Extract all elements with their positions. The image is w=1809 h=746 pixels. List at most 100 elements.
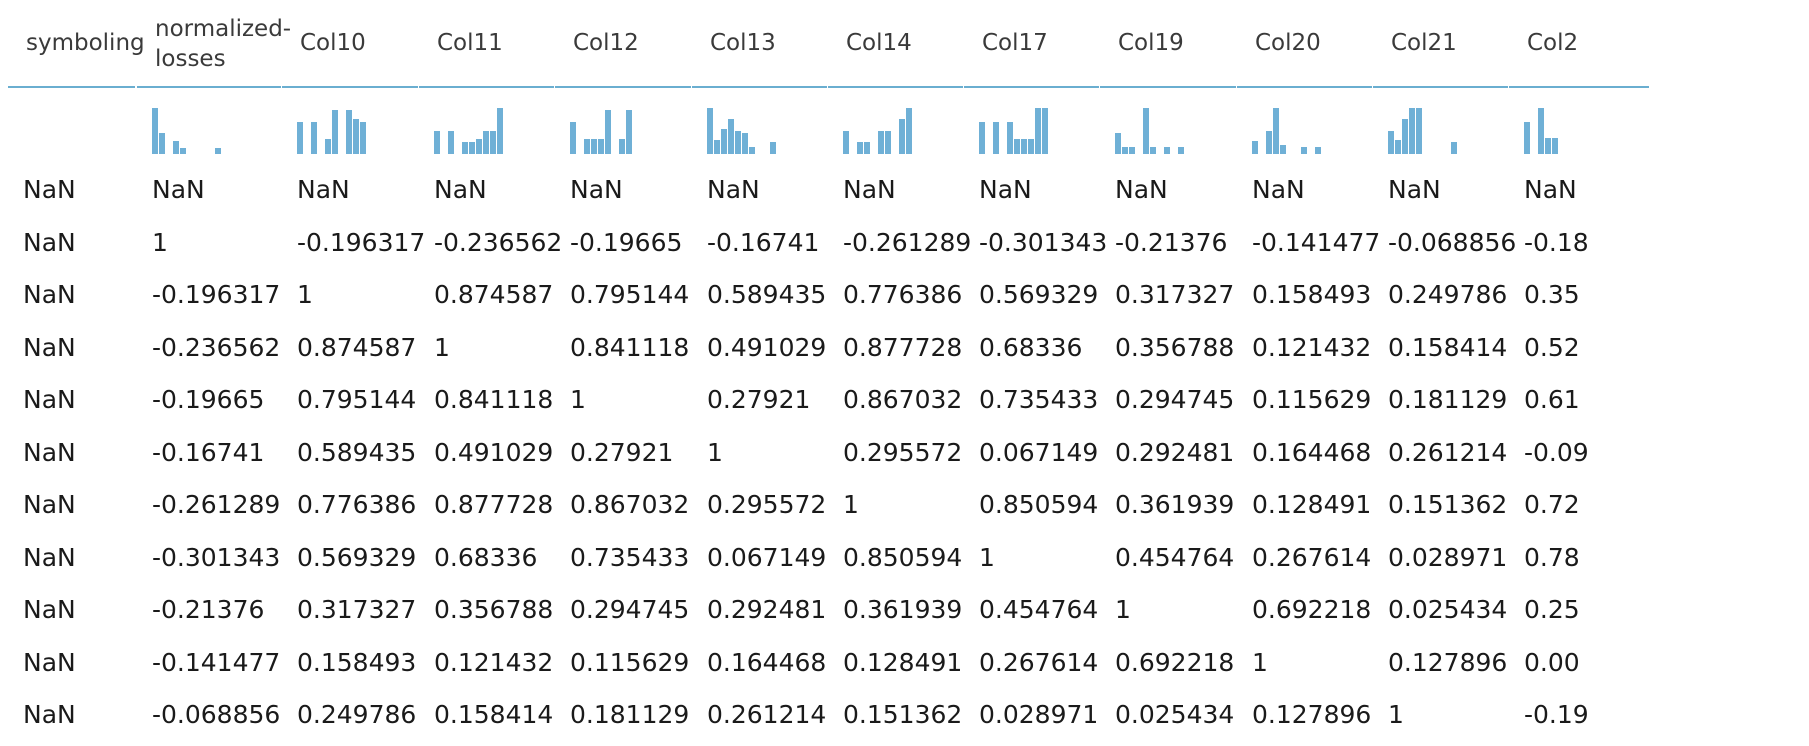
table-cell[interactable]: NaN xyxy=(23,333,76,362)
table-cell[interactable]: -0.141477 xyxy=(1252,228,1381,257)
column-header[interactable]: Col19 xyxy=(1100,0,1236,88)
table-cell[interactable]: 0.128491 xyxy=(843,648,963,677)
table-cell[interactable]: -0.301343 xyxy=(979,228,1108,257)
table-cell[interactable]: 0.356788 xyxy=(1115,333,1235,362)
table-cell[interactable]: 0.795144 xyxy=(297,385,417,414)
table-cell[interactable]: 0.569329 xyxy=(297,543,417,572)
table-cell[interactable]: -0.261289 xyxy=(152,490,281,519)
table-cell[interactable]: -0.141477 xyxy=(152,648,281,677)
table-cell[interactable]: 0.78 xyxy=(1524,543,1580,572)
table-cell[interactable]: NaN xyxy=(1115,175,1168,204)
table-cell[interactable]: 0.735433 xyxy=(979,385,1099,414)
table-cell[interactable]: 0.776386 xyxy=(297,490,417,519)
table-cell[interactable]: 0.776386 xyxy=(843,280,963,309)
table-cell[interactable]: 0.569329 xyxy=(979,280,1099,309)
table-cell[interactable]: 0.025434 xyxy=(1115,700,1235,729)
column-header[interactable]: Col21 xyxy=(1373,0,1508,88)
table-cell[interactable]: 0.25 xyxy=(1524,595,1580,624)
table-cell[interactable]: 0.067149 xyxy=(979,438,1099,467)
column-header[interactable]: Col13 xyxy=(692,0,827,88)
table-cell[interactable]: 0.261214 xyxy=(1388,438,1508,467)
table-cell[interactable]: 0.158414 xyxy=(434,700,554,729)
table-cell[interactable]: 0.68336 xyxy=(434,543,538,572)
table-cell[interactable]: 1 xyxy=(570,385,586,414)
table-cell[interactable]: 0.295572 xyxy=(707,490,827,519)
table-cell[interactable]: -0.16741 xyxy=(707,228,820,257)
table-cell[interactable]: 0.795144 xyxy=(570,280,690,309)
table-cell[interactable]: 1 xyxy=(1252,648,1268,677)
table-cell[interactable]: -0.196317 xyxy=(152,280,281,309)
column-header[interactable]: Col20 xyxy=(1237,0,1372,88)
table-cell[interactable]: 0.127896 xyxy=(1388,648,1508,677)
table-row[interactable]: NaN -0.19665 0.795144 0.841118 1 0.27921 0.867… xyxy=(0,374,1809,426)
table-cell[interactable]: 0.52 xyxy=(1524,333,1580,362)
table-cell[interactable]: 0.249786 xyxy=(297,700,417,729)
table-row[interactable]: NaN -0.16741 0.589435 0.491029 0.27921 1 0.295… xyxy=(0,427,1809,479)
table-cell[interactable]: NaN xyxy=(23,700,76,729)
table-cell[interactable]: 0.874587 xyxy=(297,333,417,362)
table-cell[interactable]: NaN xyxy=(297,175,350,204)
table-cell[interactable]: 1 xyxy=(152,228,168,257)
table-cell[interactable]: 0.692218 xyxy=(1115,648,1235,677)
table-cell[interactable]: 0.158493 xyxy=(297,648,417,677)
table-cell[interactable]: 0.128491 xyxy=(1252,490,1372,519)
table-cell[interactable]: 0.61 xyxy=(1524,385,1580,414)
table-cell[interactable]: 0.158493 xyxy=(1252,280,1372,309)
table-cell[interactable]: 0.35 xyxy=(1524,280,1580,309)
table-cell[interactable]: 0.361939 xyxy=(843,595,963,624)
table-cell[interactable]: 0.294745 xyxy=(1115,385,1235,414)
table-cell[interactable]: -0.21376 xyxy=(1115,228,1228,257)
table-cell[interactable]: NaN xyxy=(707,175,760,204)
table-cell[interactable]: 0.127896 xyxy=(1252,700,1372,729)
column-header[interactable]: Col12 xyxy=(555,0,691,88)
table-cell[interactable]: NaN xyxy=(23,648,76,677)
table-cell[interactable]: -0.18 xyxy=(1524,228,1589,257)
table-cell[interactable]: 0.249786 xyxy=(1388,280,1508,309)
table-cell[interactable]: NaN xyxy=(1524,175,1577,204)
table-cell[interactable]: -0.068856 xyxy=(152,700,281,729)
table-cell[interactable]: 0.151362 xyxy=(1388,490,1508,519)
column-header[interactable]: Col2 xyxy=(1509,0,1649,88)
table-cell[interactable]: 0.295572 xyxy=(843,438,963,467)
table-cell[interactable]: 0.067149 xyxy=(707,543,827,572)
table-cell[interactable]: 1 xyxy=(707,438,723,467)
table-cell[interactable]: -0.16741 xyxy=(152,438,265,467)
table-cell[interactable]: 0.850594 xyxy=(979,490,1099,519)
table-cell[interactable]: 0.317327 xyxy=(297,595,417,624)
table-cell[interactable]: 0.589435 xyxy=(707,280,827,309)
table-cell[interactable]: 0.261214 xyxy=(707,700,827,729)
table-cell[interactable]: -0.236562 xyxy=(152,333,281,362)
table-cell[interactable]: 0.589435 xyxy=(297,438,417,467)
table-cell[interactable]: NaN xyxy=(434,175,487,204)
table-cell[interactable]: NaN xyxy=(23,490,76,519)
table-cell[interactable]: 0.115629 xyxy=(570,648,690,677)
table-cell[interactable]: -0.196317 xyxy=(297,228,426,257)
table-cell[interactable]: 0.164468 xyxy=(707,648,827,677)
table-cell[interactable]: -0.19665 xyxy=(570,228,683,257)
table-cell[interactable]: 1 xyxy=(1115,595,1131,624)
table-cell[interactable]: 1 xyxy=(843,490,859,519)
table-row[interactable]: NaN 1 -0.196317 -0.236562 -0.19665 -0.16741 -0… xyxy=(0,217,1809,269)
table-cell[interactable]: 0.867032 xyxy=(570,490,690,519)
table-cell[interactable]: 0.294745 xyxy=(570,595,690,624)
table-cell[interactable]: 0.121432 xyxy=(434,648,554,677)
table-cell[interactable]: NaN xyxy=(23,438,76,467)
column-header[interactable]: Col17 xyxy=(964,0,1099,88)
table-cell[interactable]: NaN xyxy=(23,175,76,204)
table-row[interactable]: NaN -0.236562 0.874587 1 0.841118 0.491029 0.8… xyxy=(0,322,1809,374)
table-cell[interactable]: 0.692218 xyxy=(1252,595,1372,624)
table-cell[interactable]: 0.491029 xyxy=(434,438,554,467)
table-cell[interactable]: 0.292481 xyxy=(1115,438,1235,467)
table-cell[interactable]: 1 xyxy=(297,280,313,309)
table-row[interactable]: NaN -0.21376 0.317327 0.356788 0.294745 0.292… xyxy=(0,584,1809,636)
table-cell[interactable]: 0.267614 xyxy=(1252,543,1372,572)
table-row[interactable]: NaN -0.196317 1 0.874587 0.795144 0.589435 0.7… xyxy=(0,269,1809,321)
table-cell[interactable]: 0.356788 xyxy=(434,595,554,624)
table-cell[interactable]: 0.867032 xyxy=(843,385,963,414)
table-cell[interactable]: 0.317327 xyxy=(1115,280,1235,309)
table-cell[interactable]: NaN xyxy=(843,175,896,204)
table-cell[interactable]: -0.068856 xyxy=(1388,228,1517,257)
column-header[interactable]: normalized- losses xyxy=(137,0,291,88)
table-cell[interactable]: 0.164468 xyxy=(1252,438,1372,467)
table-row[interactable]: NaN -0.301343 0.569329 0.68336 0.735433 0.067… xyxy=(0,532,1809,584)
